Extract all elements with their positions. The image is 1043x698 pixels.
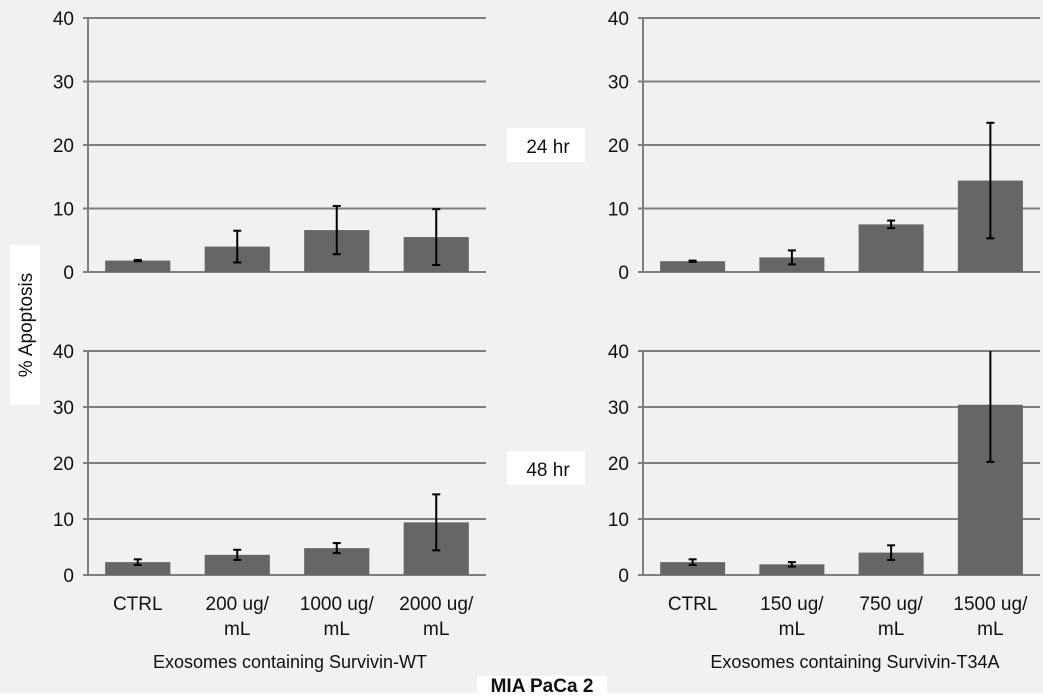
bar <box>105 562 171 575</box>
bar <box>660 562 726 575</box>
y-tick-label: 30 <box>608 398 629 419</box>
y-tick-label: 20 <box>608 454 629 475</box>
bar <box>759 564 825 575</box>
x-tick-label: mL <box>977 619 1003 640</box>
group-label-wt: Exosomes containing Survivin-WT <box>153 652 427 672</box>
bar <box>105 260 171 272</box>
y-tick-label: 40 <box>53 9 74 30</box>
group-label-t34a: Exosomes containing Survivin-T34A <box>710 652 999 672</box>
bar <box>858 224 924 272</box>
x-tick-label: 1000 ug/ <box>300 594 375 615</box>
figure-title: MIA PaCa 2 <box>491 676 594 693</box>
bar <box>204 554 270 575</box>
y-tick-label: 30 <box>53 73 74 94</box>
panels: 0 10 20 30 40 0 10 20 30 40 0 10 20 30 40 CTRL 200 ug/mL… <box>53 9 1040 640</box>
x-tick-label: CTRL <box>113 594 163 615</box>
bar <box>858 552 924 575</box>
ylabel-box <box>10 245 40 405</box>
x-tick-label: 2000 ug/ <box>399 594 474 615</box>
x-tick-label: CTRL <box>668 594 718 615</box>
row-label-48hr: 48 hr <box>526 460 570 481</box>
y-tick-label: 40 <box>608 9 629 30</box>
panel-1: 0 10 20 30 40 <box>608 9 1040 284</box>
panel-2: 0 10 20 30 40 CTRL 200 ug/mL 1000 ug/mL 2000 ug/… <box>53 342 486 640</box>
y-tick-label: 20 <box>608 136 629 157</box>
row-label-box-24hr <box>507 128 585 162</box>
y-tick-label: 10 <box>53 200 74 221</box>
x-tick-label: mL <box>878 619 904 640</box>
y-tick-label: 20 <box>53 136 74 157</box>
y-tick-label: 30 <box>608 73 629 94</box>
y-tick-label: 10 <box>53 510 74 531</box>
y-tick-label: 0 <box>63 566 74 587</box>
row-label-box-48hr <box>507 451 585 485</box>
y-tick-label: 0 <box>618 263 629 284</box>
y-tick-label: 20 <box>53 454 74 475</box>
x-tick-label: 750 ug/ <box>859 594 923 615</box>
y-tick-label: 30 <box>53 398 74 419</box>
panel-0: 0 10 20 30 40 <box>53 9 486 284</box>
y-axis-label: % Apoptosis <box>16 273 37 378</box>
y-tick-label: 40 <box>608 342 629 363</box>
x-tick-label: 200 ug/ <box>206 594 270 615</box>
bar <box>660 261 726 272</box>
y-tick-label: 10 <box>608 200 629 221</box>
y-tick-label: 0 <box>63 263 74 284</box>
y-tick-label: 0 <box>618 566 629 587</box>
row-label-24hr: 24 hr <box>526 137 570 158</box>
y-tick-label: 10 <box>608 510 629 531</box>
x-tick-label: mL <box>779 619 805 640</box>
y-tick-label: 40 <box>53 342 74 363</box>
x-tick-label: 1500 ug/ <box>953 594 1028 615</box>
x-tick-label: mL <box>324 619 350 640</box>
x-tick-label: mL <box>224 619 250 640</box>
panel-3: 0 10 20 30 40 CTRL 150 ug/mL 750 ug/mL 1500 ug/m… <box>608 342 1040 640</box>
title-box <box>477 676 607 693</box>
x-tick-label: mL <box>423 619 449 640</box>
x-tick-label: 150 ug/ <box>760 594 824 615</box>
